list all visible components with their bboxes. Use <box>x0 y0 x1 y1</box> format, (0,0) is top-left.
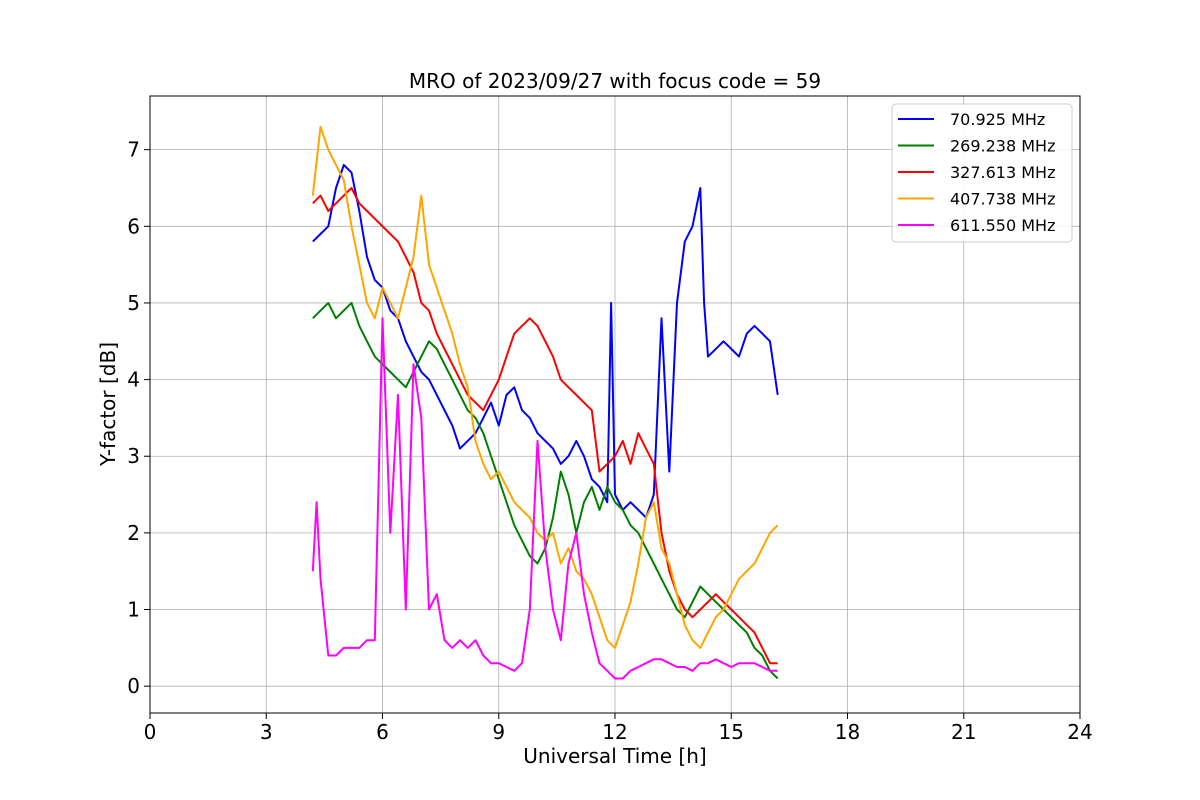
y-tick-label: 3 <box>127 444 140 468</box>
y-tick-label: 4 <box>127 368 140 392</box>
x-axis-label: Universal Time [h] <box>523 744 706 768</box>
y-axis-label: Y-factor [dB] <box>96 342 120 467</box>
series-line-327-613-mhz <box>312 187 778 665</box>
x-tick-label: 6 <box>376 720 389 744</box>
x-tick-label: 3 <box>260 720 273 744</box>
x-tick-label: 18 <box>835 720 860 744</box>
series-line-70-925-mhz <box>312 164 779 519</box>
y-tick-label: 5 <box>127 291 140 315</box>
chart-title: MRO of 2023/09/27 with focus code = 59 <box>409 69 821 93</box>
legend-box <box>891 103 1073 243</box>
x-tick-label: 0 <box>144 720 157 744</box>
legend-label: 327.613 MHz <box>950 163 1055 182</box>
x-tick-label: 12 <box>602 720 627 744</box>
x-axis-ticks: 0 3 6 9 12 15 18 21 24 <box>144 713 1093 744</box>
legend-label: 269.238 MHz <box>950 137 1055 156</box>
series-line-611-550-mhz <box>311 317 778 680</box>
y-tick-label: 1 <box>127 598 140 622</box>
y-axis-ticks: 0 1 2 3 4 5 6 7 <box>127 138 150 698</box>
legend-label: 611.550 MHz <box>950 216 1055 235</box>
series-layer <box>311 125 779 680</box>
x-tick-label: 21 <box>951 720 976 744</box>
y-tick-label: 2 <box>127 521 140 545</box>
plot-area <box>311 125 779 680</box>
x-tick-label: 24 <box>1067 720 1092 744</box>
legend-label: 407.738 MHz <box>950 190 1055 209</box>
legend-label: 70.925 MHz <box>950 110 1045 129</box>
y-tick-label: 7 <box>127 138 140 162</box>
y-tick-label: 0 <box>127 674 140 698</box>
x-tick-label: 15 <box>719 720 744 744</box>
x-tick-label: 9 <box>492 720 505 744</box>
legend: 70.925 MHz 269.238 MHz 327.613 MHz 407.738 … <box>891 103 1073 243</box>
y-tick-label: 6 <box>127 214 140 238</box>
